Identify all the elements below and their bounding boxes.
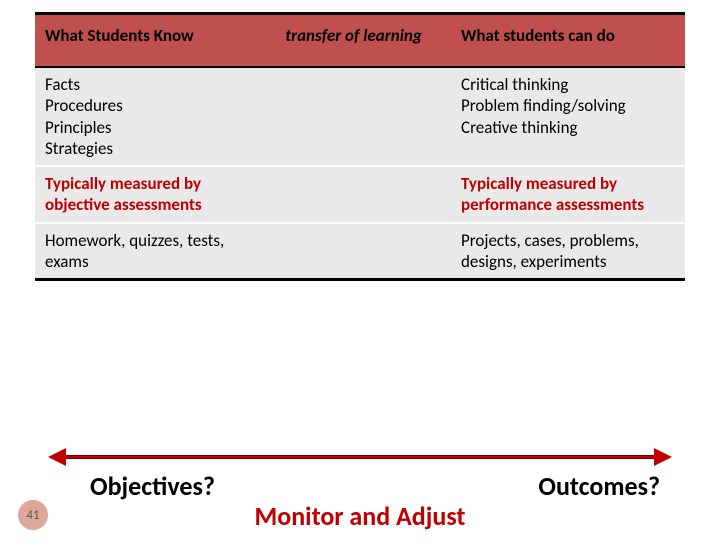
comparison-table: What Students Know transfer of learning …	[35, 12, 685, 281]
header-right: What students can do	[451, 25, 685, 46]
slide-number: 41	[26, 508, 39, 523]
outcomes-label: Outcomes?	[538, 470, 660, 502]
cell-know-list: Facts Procedures Principles Strategies	[35, 74, 256, 159]
objectives-label: Objectives?	[90, 470, 215, 502]
table-row: Typically measured by objective assessme…	[35, 167, 685, 224]
arrow-head-right-icon	[654, 448, 672, 466]
cell-empty	[256, 230, 451, 273]
bottom-labels: Objectives? Outcomes?	[90, 470, 660, 502]
arrow-head-left-icon	[48, 448, 66, 466]
table-header-row: What Students Know transfer of learning …	[35, 15, 685, 68]
arrow-line	[60, 455, 660, 459]
cell-cando-list: Critical thinking Problem finding/solvin…	[451, 74, 685, 159]
slide-number-badge: 41	[18, 500, 48, 530]
bottom-section: Objectives? Outcomes? Monitor and Adjust	[0, 420, 720, 532]
cell-empty	[256, 74, 451, 159]
cell-examples-right: Projects, cases, problems, designs, expe…	[451, 230, 685, 273]
header-left: What Students Know	[35, 25, 256, 46]
monitor-adjust-label: Monitor and Adjust	[0, 500, 720, 532]
cell-measured-left: Typically measured by objective assessme…	[35, 173, 256, 216]
cell-measured-right: Typically measured by performance assess…	[451, 173, 685, 216]
header-mid: transfer of learning	[256, 25, 451, 46]
table-row: Facts Procedures Principles Strategies C…	[35, 68, 685, 167]
double-arrow	[50, 450, 670, 464]
table-row: Homework, quizzes, tests, exams Projects…	[35, 224, 685, 279]
cell-examples-left: Homework, quizzes, tests, exams	[35, 230, 256, 273]
cell-empty	[256, 173, 451, 216]
